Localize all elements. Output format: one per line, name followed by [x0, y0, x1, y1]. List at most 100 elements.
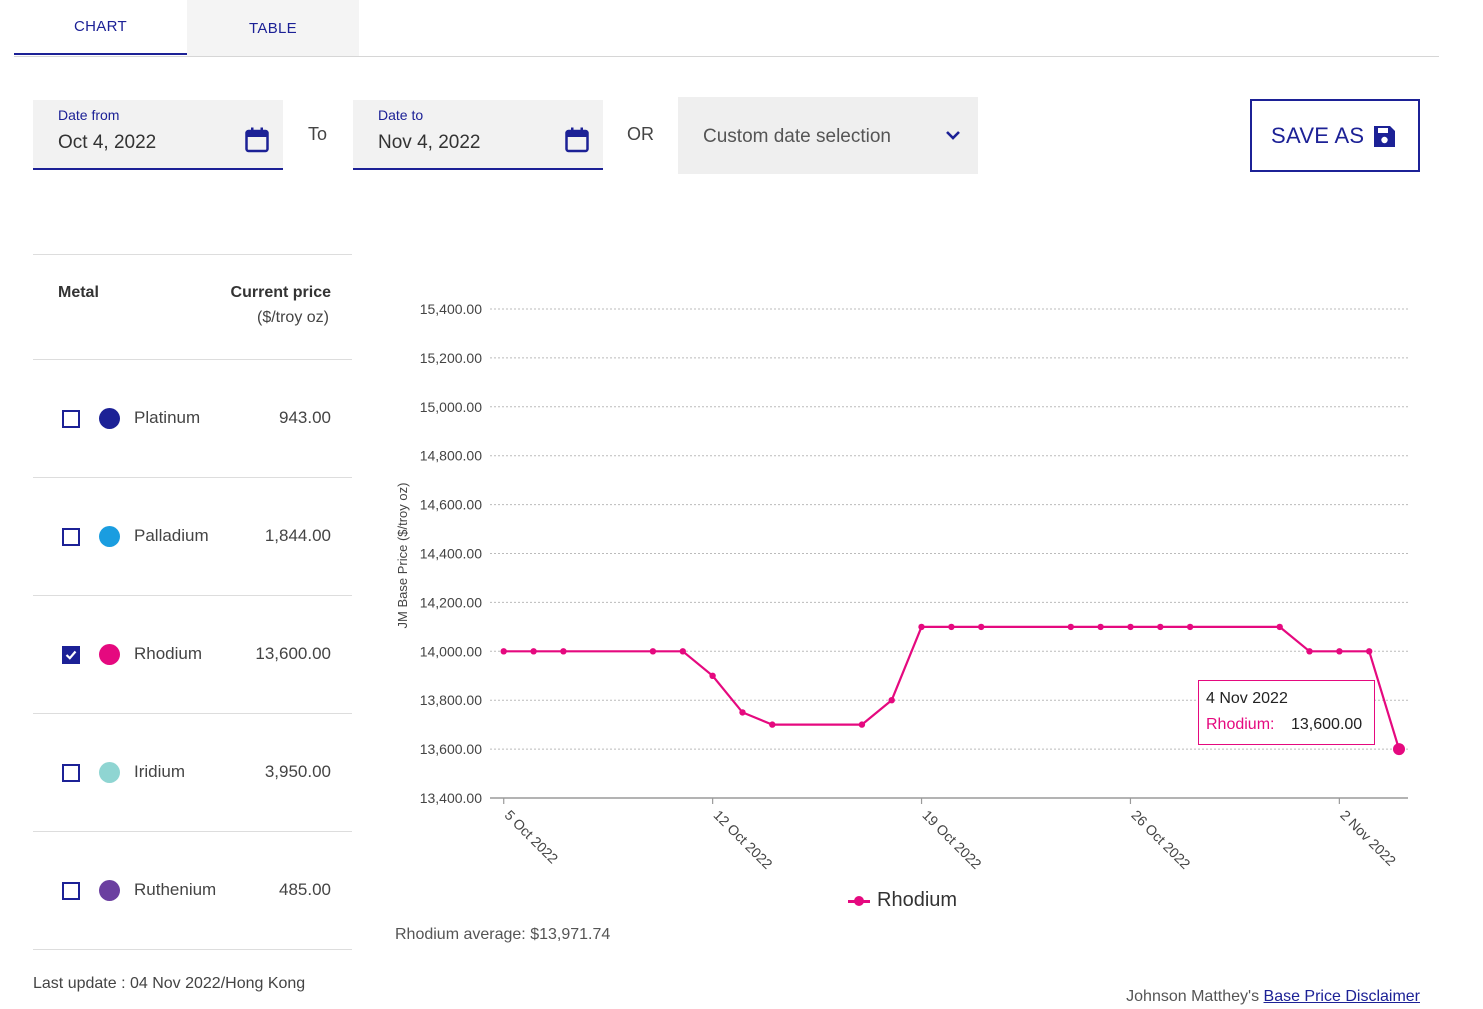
last-update-text: Last update : 04 Nov 2022/Hong Kong [33, 975, 306, 992]
data-point [560, 648, 567, 655]
metal-checkbox[interactable] [62, 528, 80, 546]
data-point [978, 623, 985, 631]
metal-color-dot [99, 644, 120, 665]
data-point [679, 648, 686, 655]
date-from-field[interactable]: Date from Oct 4, 2022 [33, 100, 283, 170]
data-point [1366, 648, 1373, 655]
data-point [1276, 623, 1283, 631]
metal-column-header: Metal [58, 284, 99, 301]
date-to-label: Date to [378, 107, 424, 123]
date-from-value[interactable]: Oct 4, 2022 [58, 132, 157, 153]
y-tick-label: 14,600.00 [420, 497, 482, 513]
metal-row-platinum[interactable]: Platinum 943.00 [33, 360, 352, 478]
metal-name: Iridium [134, 762, 186, 781]
custom-date-select-value: Custom date selection [703, 126, 891, 147]
metal-color-dot [99, 880, 120, 901]
calendar-icon[interactable] [245, 127, 269, 153]
price-column-header: Current price [230, 284, 331, 301]
data-point [739, 709, 746, 716]
tooltip-value: 13,600.00 [1291, 716, 1363, 733]
metal-row-iridium[interactable]: Iridium 3,950.00 [33, 714, 352, 832]
metal-color-dot [99, 762, 120, 783]
metal-color-dot [99, 408, 120, 429]
legend-label: Rhodium [877, 889, 958, 911]
metal-checkbox[interactable] [62, 646, 80, 664]
y-tick-label: 14,800.00 [420, 448, 482, 464]
metal-color-dot [99, 526, 120, 547]
data-point [769, 721, 776, 728]
data-point [1336, 648, 1343, 655]
custom-date-select[interactable]: Custom date selection [678, 97, 978, 174]
data-point [1067, 623, 1074, 631]
chart-tooltip: 4 Nov 2022 Rhodium: 13,600.00 [1198, 680, 1375, 745]
y-tick-label: 13,600.00 [420, 741, 482, 757]
metal-price: 1,844.00 [264, 526, 331, 545]
metal-price: 943.00 [279, 408, 331, 427]
data-point [918, 623, 925, 631]
metal-row-rhodium[interactable]: Rhodium 13,600.00 [33, 596, 352, 714]
data-point [1186, 623, 1194, 631]
data-point [1097, 623, 1104, 631]
chevron-down-icon [946, 131, 960, 140]
to-separator: To [308, 124, 328, 144]
tooltip-date: 4 Nov 2022 [1206, 690, 1288, 707]
x-tick-label: 5 Oct 2022 [502, 807, 562, 867]
metal-checkbox[interactable] [62, 764, 80, 782]
metal-row-palladium[interactable]: Palladium 1,844.00 [33, 478, 352, 596]
x-tick-label: 26 Oct 2022 [1128, 807, 1193, 872]
data-point [709, 672, 716, 679]
data-point [948, 623, 955, 631]
disclaimer-prefix: Johnson Matthey's [1126, 988, 1260, 1005]
metal-price: 13,600.00 [255, 644, 331, 663]
date-to-field[interactable]: Date to Nov 4, 2022 [353, 100, 603, 170]
metal-checkbox[interactable] [62, 410, 80, 428]
data-point [500, 648, 507, 655]
data-point [649, 648, 657, 655]
price-unit-label: ($/troy oz) [256, 309, 329, 326]
metal-price-table: Metal Current price ($/troy oz) Platinum… [33, 254, 352, 950]
floppy-disk-icon [1374, 126, 1395, 147]
y-tick-label: 14,000.00 [420, 643, 482, 659]
metal-price: 3,950.00 [264, 762, 331, 781]
data-point [530, 648, 537, 655]
date-to-value[interactable]: Nov 4, 2022 [378, 132, 481, 153]
x-tick-label: 2 Nov 2022 [1337, 807, 1399, 869]
or-separator: OR [627, 124, 654, 144]
data-point [1306, 648, 1313, 655]
tab-table[interactable]: TABLE [187, 0, 359, 56]
x-tick-label: 12 Oct 2022 [711, 807, 776, 872]
average-price-text: Rhodium average: $13,971.74 [395, 926, 611, 943]
date-from-label: Date from [58, 107, 120, 123]
highlighted-data-point [1393, 743, 1405, 756]
y-tick-label: 13,800.00 [420, 692, 482, 708]
metal-name: Rhodium [134, 644, 203, 663]
y-tick-label: 15,200.00 [420, 350, 482, 366]
data-point [888, 697, 895, 704]
price-line-chart: 15,400.00 15,200.00 15,000.00 14,800.00 14,6… [395, 301, 1408, 872]
data-point [1127, 623, 1134, 631]
data-point [1157, 623, 1164, 631]
metal-name: Palladium [134, 526, 209, 545]
legend-dot-marker [854, 896, 864, 906]
metal-table-header: Metal Current price ($/troy oz) [33, 254, 352, 360]
metal-checkbox[interactable] [62, 882, 80, 900]
metal-price: 485.00 [279, 880, 331, 899]
tooltip-series-label: Rhodium: [1206, 716, 1275, 733]
y-tick-label: 14,200.00 [420, 594, 482, 610]
save-as-button[interactable]: SAVE AS [1250, 99, 1420, 172]
y-tick-label: 15,000.00 [420, 399, 482, 415]
y-axis-label: JM Base Price ($/troy oz) [395, 483, 410, 629]
metal-name: Ruthenium [134, 880, 217, 899]
calendar-icon[interactable] [565, 127, 589, 153]
y-tick-label: 15,400.00 [420, 301, 482, 317]
y-tick-label: 14,400.00 [420, 546, 482, 562]
tab-chart[interactable]: CHART [14, 0, 187, 55]
y-tick-label: 13,400.00 [420, 790, 482, 806]
data-point [858, 721, 866, 728]
base-price-disclaimer-link[interactable]: Base Price Disclaimer [1263, 988, 1420, 1005]
disclaimer-text: Johnson Matthey's Base Price Disclaimer [1126, 988, 1420, 1006]
save-as-label: SAVE AS [1271, 123, 1365, 148]
x-tick-label: 19 Oct 2022 [919, 807, 984, 872]
metal-row-ruthenium[interactable]: Ruthenium 485.00 [33, 832, 352, 950]
